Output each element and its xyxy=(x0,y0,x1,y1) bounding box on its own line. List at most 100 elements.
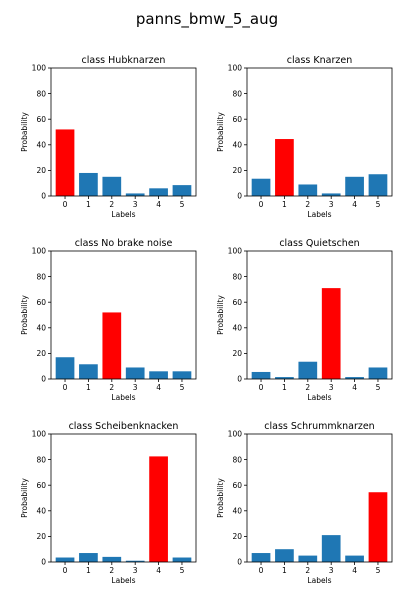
x-tick-label: 5 xyxy=(376,200,381,209)
x-tick-label: 1 xyxy=(86,566,91,575)
y-axis-label: Probability xyxy=(216,295,225,335)
x-tick-label: 0 xyxy=(63,566,68,575)
x-tick-label: 0 xyxy=(259,200,264,209)
y-tick-label: 0 xyxy=(41,558,46,567)
y-tick-label: 60 xyxy=(232,481,242,490)
y-tick-label: 60 xyxy=(36,115,46,124)
y-tick-label: 100 xyxy=(32,247,47,256)
x-tick-label: 4 xyxy=(352,200,357,209)
x-tick-label: 0 xyxy=(63,200,68,209)
y-tick-label: 100 xyxy=(32,64,47,73)
subplot-3: class Quietschen 0 20 40 60 80 100 0 1 2 3 4 5 Labels… xyxy=(216,238,393,402)
y-tick-label: 40 xyxy=(232,141,242,150)
bar-2 xyxy=(102,556,122,562)
subplot-title: class Scheibenknacken xyxy=(69,421,179,432)
bar-5 xyxy=(368,174,388,196)
y-tick-label: 80 xyxy=(232,272,242,281)
y-tick-label: 100 xyxy=(228,430,243,439)
y-tick-label: 100 xyxy=(228,247,243,256)
bar-4 xyxy=(345,176,364,196)
y-tick-label: 100 xyxy=(32,430,47,439)
subplot-5: class Schrummknarzen 0 20 40 60 80 100 0 1 2 3 4 5 La… xyxy=(216,421,393,585)
bar-5 xyxy=(368,492,388,562)
y-tick-label: 0 xyxy=(41,375,46,384)
bar-3 xyxy=(321,288,341,379)
axes-frame xyxy=(50,433,197,563)
x-axis-label: Labels xyxy=(307,393,331,402)
subplot-title: class Quietschen xyxy=(279,238,359,249)
y-tick-label: 100 xyxy=(228,64,243,73)
subplot-4: class Scheibenknacken 0 20 40 60 80 100 0 1 2 3 4 5 L… xyxy=(20,421,197,585)
bar-1 xyxy=(275,377,294,379)
y-tick-label: 60 xyxy=(232,298,242,307)
axes-frame xyxy=(246,67,393,197)
y-tick-label: 40 xyxy=(232,507,242,516)
y-tick-label: 60 xyxy=(232,115,242,124)
x-tick-label: 2 xyxy=(305,383,310,392)
bar-2 xyxy=(298,555,318,562)
subplot-title: class Schrummknarzen xyxy=(264,421,374,432)
subplot-title: class Hubknarzen xyxy=(82,55,166,66)
bar-4 xyxy=(149,371,168,379)
bar-2 xyxy=(298,361,318,379)
bar-1 xyxy=(79,172,98,196)
y-axis-label: Probability xyxy=(216,478,225,518)
x-tick-label: 3 xyxy=(329,566,334,575)
figure-title: panns_bmw_5_aug xyxy=(136,10,278,29)
axes-frame xyxy=(246,250,393,380)
y-tick-label: 20 xyxy=(232,532,242,541)
y-tick-label: 40 xyxy=(232,324,242,333)
bar-2 xyxy=(102,176,122,196)
bar-1 xyxy=(275,139,294,196)
y-tick-label: 40 xyxy=(36,141,46,150)
bar-2 xyxy=(298,184,318,196)
y-tick-label: 80 xyxy=(232,455,242,464)
bar-2 xyxy=(102,312,122,379)
bar-0 xyxy=(251,371,271,379)
y-tick-label: 60 xyxy=(36,481,46,490)
x-axis-label: Labels xyxy=(307,576,331,585)
x-tick-label: 5 xyxy=(376,383,381,392)
x-tick-label: 0 xyxy=(63,383,68,392)
bar-3 xyxy=(125,367,145,379)
bar-5 xyxy=(172,557,192,562)
x-tick-label: 3 xyxy=(329,383,334,392)
axes-frame xyxy=(50,250,197,380)
y-tick-label: 20 xyxy=(36,349,46,358)
axes-frame xyxy=(246,433,393,563)
bar-4 xyxy=(149,456,168,562)
y-tick-label: 0 xyxy=(237,192,242,201)
y-axis-label: Probability xyxy=(20,112,29,152)
x-axis-label: Labels xyxy=(111,576,135,585)
x-tick-label: 1 xyxy=(282,383,287,392)
bar-1 xyxy=(79,364,98,379)
bar-1 xyxy=(275,549,294,562)
bar-0 xyxy=(251,178,271,196)
bar-4 xyxy=(345,555,364,562)
y-axis-label: Probability xyxy=(20,478,29,518)
y-tick-label: 20 xyxy=(232,166,242,175)
x-tick-label: 3 xyxy=(133,200,138,209)
axes-frame xyxy=(50,67,197,197)
y-tick-label: 40 xyxy=(36,507,46,516)
x-tick-label: 4 xyxy=(156,383,161,392)
y-axis-label: Probability xyxy=(20,295,29,335)
subplot-title: class No brake noise xyxy=(75,238,173,249)
x-tick-label: 4 xyxy=(156,566,161,575)
x-tick-label: 1 xyxy=(86,200,91,209)
x-tick-label: 0 xyxy=(259,566,264,575)
x-axis-label: Labels xyxy=(111,210,135,219)
subplot-title: class Knarzen xyxy=(287,55,352,66)
x-tick-label: 5 xyxy=(180,200,185,209)
x-tick-label: 1 xyxy=(86,383,91,392)
x-tick-label: 2 xyxy=(305,566,310,575)
x-tick-label: 5 xyxy=(180,566,185,575)
bar-3 xyxy=(125,560,145,562)
subplot-2: class No brake noise 0 20 40 60 80 100 0 1 2 3 4 5 La… xyxy=(20,238,197,402)
bar-3 xyxy=(321,193,341,196)
x-tick-label: 4 xyxy=(352,566,357,575)
y-tick-label: 40 xyxy=(36,324,46,333)
x-tick-label: 2 xyxy=(109,200,114,209)
